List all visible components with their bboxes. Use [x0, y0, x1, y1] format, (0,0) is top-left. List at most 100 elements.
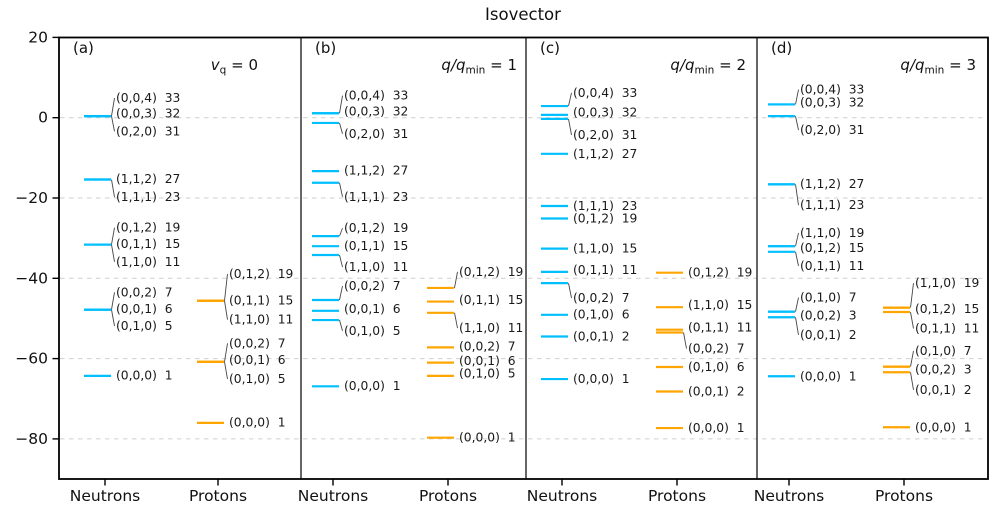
level-label: (0,0,0) 1	[229, 415, 286, 429]
level-label: (0,0,1) 2	[573, 330, 630, 344]
level-label-leader	[339, 182, 343, 197]
level-label: (1,1,1) 23	[800, 198, 864, 212]
level-label: (1,1,0) 19	[915, 276, 979, 290]
y-tick-label: 0	[38, 109, 48, 127]
level-label-leader	[795, 251, 799, 266]
level-label: (0,0,2) 7	[229, 336, 286, 350]
level-label: (1,1,0) 11	[344, 260, 408, 274]
panel-subtitle: q/qmin = 1	[441, 56, 517, 77]
level-label-leader	[795, 232, 799, 247]
level-label-leader	[339, 254, 343, 268]
level-label: (1,1,1) 23	[344, 190, 408, 204]
level-label: (0,1,0) 5	[344, 324, 401, 338]
level-label-leader	[795, 116, 799, 131]
level-label: (0,0,1) 2	[800, 328, 857, 342]
level-label: (1,1,0) 15	[573, 242, 637, 256]
level-label-leader	[224, 300, 228, 320]
level-label: (0,0,0) 1	[573, 372, 630, 386]
level-label-leader	[111, 97, 115, 117]
level-label-leader	[339, 285, 343, 301]
level-label: (1,1,2) 27	[800, 177, 864, 191]
level-label: (0,0,4) 33	[800, 83, 864, 97]
level-label: (0,0,0) 1	[459, 430, 516, 444]
level-label: (0,2,0) 31	[344, 127, 408, 141]
level-label: (0,0,3) 32	[344, 104, 408, 118]
panel-tag: (a)	[73, 39, 94, 57]
level-label: (0,1,0) 7	[800, 291, 857, 305]
level-label: (0,1,2) 19	[459, 265, 523, 279]
panel-tag: (d)	[771, 39, 792, 57]
level-label: (0,1,0) 5	[116, 319, 173, 333]
level-label: (0,0,0) 1	[800, 369, 857, 383]
level-label: (0,1,1) 11	[688, 321, 752, 335]
level-label: (0,1,1) 15	[459, 293, 523, 307]
level-label: (1,1,2) 27	[573, 147, 637, 161]
level-label: (0,0,1) 2	[915, 383, 972, 397]
level-label-leader	[111, 309, 115, 327]
level-label: (0,0,1) 2	[688, 385, 745, 399]
level-label-leader	[683, 332, 687, 349]
level-label-leader	[795, 89, 799, 105]
level-label: (0,1,0) 7	[915, 344, 972, 358]
x-axis-label-neutrons: Neutrons	[754, 487, 824, 505]
level-label: (0,1,2) 19	[573, 211, 637, 225]
plot-frame	[58, 36, 989, 480]
level-label: (0,2,0) 31	[800, 123, 864, 137]
level-label: (0,0,2) 3	[915, 362, 972, 376]
level-label: (1,1,0) 11	[229, 313, 293, 327]
y-tick-label: −60	[15, 350, 48, 368]
level-label: (0,0,0) 1	[915, 420, 972, 434]
level-label-leader	[910, 311, 914, 329]
level-label-leader	[224, 273, 228, 301]
panel-tag: (c)	[540, 39, 560, 57]
level-label: (1,1,0) 11	[116, 255, 180, 269]
level-label: (0,0,2) 7	[688, 342, 745, 356]
level-label: (0,1,2) 19	[229, 267, 293, 281]
level-label-leader	[795, 297, 799, 312]
level-label: (0,0,3) 32	[800, 95, 864, 109]
level-label-leader	[339, 122, 343, 134]
level-label: (0,0,0) 1	[688, 421, 745, 435]
panel-subtitle: q/qmin = 3	[900, 56, 976, 77]
level-label: (1,1,2) 27	[344, 164, 408, 178]
level-label-leader	[910, 283, 914, 308]
level-label-leader	[111, 227, 115, 245]
level-label: (1,1,1) 23	[116, 190, 180, 204]
level-label-leader	[568, 118, 572, 136]
x-axis-label-protons: Protons	[189, 487, 247, 505]
level-label-leader	[454, 312, 458, 329]
level-label-leader	[339, 227, 343, 237]
level-label: (0,0,1) 6	[459, 354, 516, 368]
level-label-leader	[111, 179, 115, 198]
level-label: (0,0,1) 6	[229, 353, 286, 367]
level-label: (0,0,2) 7	[344, 279, 401, 293]
level-label: (0,0,3) 32	[116, 107, 180, 121]
x-axis-label-neutrons: Neutrons	[298, 487, 368, 505]
level-label: (0,0,4) 33	[344, 89, 408, 103]
level-label: (0,1,1) 11	[915, 321, 979, 335]
level-label: (0,0,4) 33	[573, 86, 637, 100]
panel-tag: (b)	[315, 39, 336, 57]
level-label: (0,2,0) 31	[116, 124, 180, 138]
level-label: (0,1,0) 6	[688, 360, 745, 374]
y-tick-label: 20	[28, 28, 48, 46]
level-label-leader	[568, 283, 572, 299]
x-axis-label-protons: Protons	[419, 487, 477, 505]
level-label-leader	[454, 271, 458, 289]
level-label: (0,0,4) 33	[116, 91, 180, 105]
level-label: (0,0,0) 1	[116, 368, 173, 382]
level-label-leader	[795, 184, 799, 206]
level-label: (1,1,0) 15	[688, 298, 752, 312]
x-axis-label-neutrons: Neutrons	[70, 487, 140, 505]
x-axis-label-protons: Protons	[875, 487, 933, 505]
level-label-leader	[568, 92, 572, 107]
level-label-leader	[111, 244, 115, 262]
level-label: (0,0,3) 32	[573, 105, 637, 119]
level-label-leader	[224, 361, 228, 380]
level-label: (0,1,1) 15	[344, 239, 408, 253]
level-label: (0,1,2) 19	[688, 266, 752, 280]
level-label: (0,1,1) 11	[800, 259, 864, 273]
level-label: (0,0,1) 6	[116, 302, 173, 316]
